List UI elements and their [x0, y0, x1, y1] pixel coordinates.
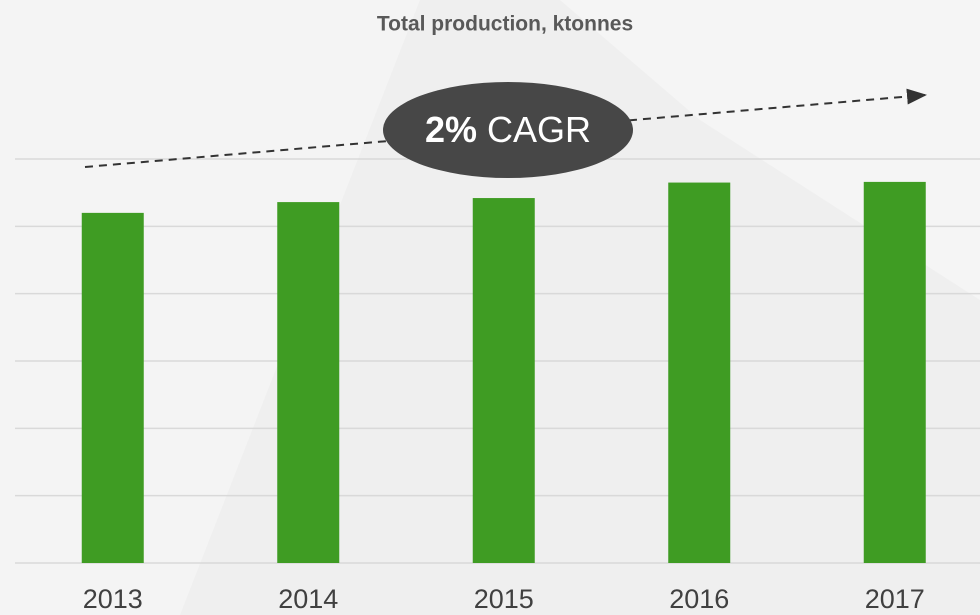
chart-title: Total production, ktonnes	[377, 13, 633, 36]
bar	[668, 182, 731, 564]
x-tick-label: 2017	[865, 584, 925, 614]
x-tick-label: 2016	[669, 584, 729, 614]
bars	[81, 181, 926, 564]
bar	[81, 212, 144, 563]
bar	[472, 198, 535, 563]
x-tick-label: 2015	[474, 584, 534, 614]
x-tick-label: 2014	[278, 584, 338, 614]
cagr-text: CAGR	[487, 109, 591, 150]
cagr-value: 2%	[425, 109, 477, 150]
cagr-badge	[383, 82, 633, 178]
x-tick-label: 2013	[83, 584, 143, 614]
bar	[863, 181, 926, 564]
bar	[277, 202, 340, 564]
cagr-label: 2% CAGR	[425, 109, 591, 150]
